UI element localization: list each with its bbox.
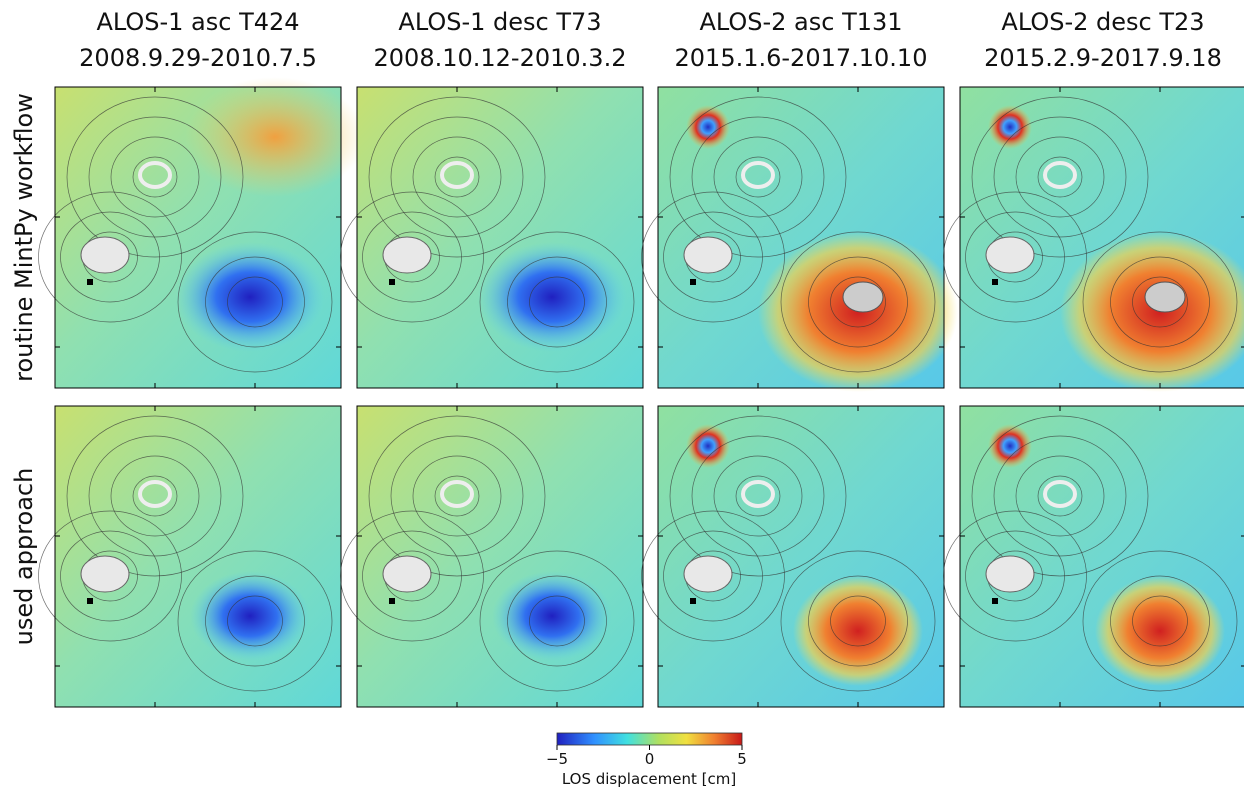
map-panel (39, 406, 342, 707)
column-dates: 2008.9.29-2010.7.5 (79, 44, 317, 72)
deformation-blob (477, 242, 627, 352)
map-panel (944, 87, 1244, 392)
deformation-blob (492, 571, 612, 661)
crater (986, 556, 1034, 592)
crater (383, 556, 431, 592)
crater (81, 556, 129, 592)
crater (81, 237, 129, 273)
map-panel (341, 87, 644, 388)
column-dates: 2008.10.12-2010.3.2 (374, 44, 627, 72)
deformation-spot (686, 105, 730, 149)
station-marker (992, 598, 998, 604)
colorbar: LOS displacement [cm] −5 0 5 (546, 733, 747, 788)
map-panel (944, 406, 1244, 707)
crater (684, 237, 732, 273)
colorbar-tick-label: 5 (737, 750, 747, 768)
column-title: ALOS-1 asc T424 (96, 8, 299, 36)
column-title: ALOS-1 desc T73 (398, 8, 601, 36)
deformation-spot (988, 105, 1032, 149)
colorbar-label: LOS displacement [cm] (562, 770, 736, 788)
column-dates: 2015.1.6-2017.10.10 (675, 44, 928, 72)
deformation-spot (686, 424, 730, 468)
crater (1145, 282, 1185, 312)
column-title: ALOS-2 desc T23 (1001, 8, 1204, 36)
station-marker (389, 598, 395, 604)
crater (843, 282, 883, 312)
station-marker (87, 598, 93, 604)
deformation-blob (190, 571, 310, 661)
station-marker (690, 279, 696, 285)
colorbar-gradient (557, 733, 742, 745)
row-label: used approach (10, 468, 38, 646)
deformation-blob (1095, 576, 1225, 686)
map-panel (642, 87, 959, 392)
column-title: ALOS-2 asc T131 (699, 8, 902, 36)
uplift-area (185, 77, 365, 197)
crater (986, 237, 1034, 273)
colorbar-tick-label: −5 (546, 750, 568, 768)
deformation-spot (988, 424, 1032, 468)
column-dates: 2015.2.9-2017.9.18 (984, 44, 1222, 72)
map-panel (341, 406, 644, 707)
crater (383, 237, 431, 273)
station-marker (389, 279, 395, 285)
map-panel (39, 77, 366, 388)
station-marker (87, 279, 93, 285)
map-panel (642, 406, 945, 707)
station-marker (992, 279, 998, 285)
colorbar-tick-label: 0 (645, 750, 655, 768)
deformation-blob (793, 576, 923, 686)
row-label: routine MintPy workflow (10, 93, 38, 382)
station-marker (690, 598, 696, 604)
deformation-blob (175, 242, 325, 352)
crater (684, 556, 732, 592)
